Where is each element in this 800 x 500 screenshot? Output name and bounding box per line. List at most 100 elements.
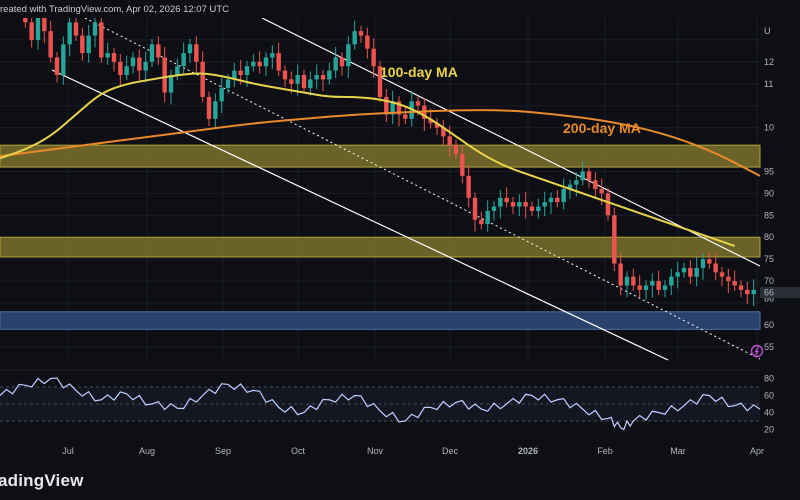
price-chart[interactable]: 100-day MA 200-day MA 12 11 10 95 90 85 80 75 70… [0,0,800,370]
ma200-line [0,109,760,177]
rsi-axis: 80 60 40 20 [764,374,774,435]
lower-yellow-zone [0,236,761,258]
candle-body [206,96,212,119]
candle-body [561,189,566,203]
candlestick-series [23,18,756,307]
rsi-tick-label: 60 [764,391,774,401]
candle-body [662,285,668,290]
time-tick-label: Aug [139,446,155,456]
lightning-icon[interactable] [750,344,764,358]
candle-body [624,276,630,286]
candle-body [149,44,155,62]
candle-body [428,118,433,124]
candle-body [187,44,193,54]
rsi-tick-label: 20 [764,425,774,435]
candle-body [618,263,623,286]
channel-lower-line [51,69,669,361]
rsi-tick-label: 40 [764,408,774,418]
rsi-tick-label: 80 [764,374,774,384]
ma200-label: 200-day MA [563,120,641,136]
price-tick-label: 85 [764,210,774,220]
candle-body [23,18,28,23]
support-resistance-zones [0,144,761,330]
candle-body [403,114,408,119]
candle-body [504,197,509,203]
time-tick-label: Nov [367,446,384,456]
price-tick-label: 11 [764,79,773,89]
candle-body [295,75,300,84]
candle-body [105,53,110,58]
rsi-panel[interactable]: 80 60 40 20 [0,370,800,440]
price-tick-label: 80 [764,232,774,242]
ma100-label: 100-day MA [380,64,458,80]
candle-body [200,61,205,97]
price-tick-label: 90 [764,188,774,198]
time-axis-labels: Jul Aug Sep Oct Nov Dec 2026 Feb Mar Apr [62,446,764,456]
candle-body [42,18,47,32]
candle-body [491,206,497,211]
price-tick-label: 12 [764,57,774,67]
candle-body [333,57,338,71]
candle-body [485,210,490,225]
candle-body [688,267,693,277]
candle-body [643,285,649,290]
rsi-line [0,377,761,431]
candle-body [681,267,687,273]
candle-body [542,202,547,207]
candle-body [130,57,136,67]
candle-body [365,35,370,49]
header-text: reated with TradingView.com, Apr 02, 202… [0,4,230,15]
candle-body [719,272,725,277]
candle-body [390,101,395,115]
candle-body [48,31,53,58]
candle-body [548,197,554,203]
candle-body [460,153,465,176]
candle-body [61,44,66,75]
candle-body [536,206,541,211]
candle-body [529,206,535,211]
moving-averages [0,72,760,247]
candle-body [732,281,737,286]
candle-body [276,53,281,71]
time-tick-label: Apr [750,446,764,456]
candle-body [384,96,389,115]
candle-body [396,101,402,115]
price-axis: 12 11 10 95 90 85 80 75 70 66 60 55 U 66 [760,26,800,352]
candle-body [650,281,655,286]
candle-body [327,70,332,80]
candle-body [270,53,275,58]
candle-body [371,48,376,67]
candle-body [599,189,604,194]
candle-body [510,202,516,207]
candle-body [707,259,712,264]
candle-body [308,79,313,89]
candle-body [517,202,522,207]
price-tick-label: 55 [764,342,774,352]
candle-body [358,31,364,36]
candle-body [631,276,636,286]
price-tick-label: 10 [764,123,774,133]
ma100-line [0,72,735,247]
candle-body [67,22,72,45]
candle-body [567,184,573,189]
candle-body [35,18,41,40]
candle-body [466,175,471,198]
time-tick-label: Mar [670,446,686,456]
candle-body [301,75,307,89]
candle-body [434,123,440,128]
candle-body [574,180,579,185]
candle-body [225,79,231,89]
candle-body [637,285,642,290]
price-tick-label: 70 [764,276,774,286]
candle-body [99,22,104,58]
candle-body [523,202,528,207]
candle-body [738,285,744,290]
time-tick-label: Jul [62,446,74,456]
time-tick-label: Dec [442,446,459,456]
candle-body [124,66,129,75]
time-tick-label: 2026 [518,446,538,456]
candle-body [441,127,446,137]
upper-yellow-zone [0,144,761,168]
candle-body [175,66,180,75]
candle-body [54,57,60,75]
